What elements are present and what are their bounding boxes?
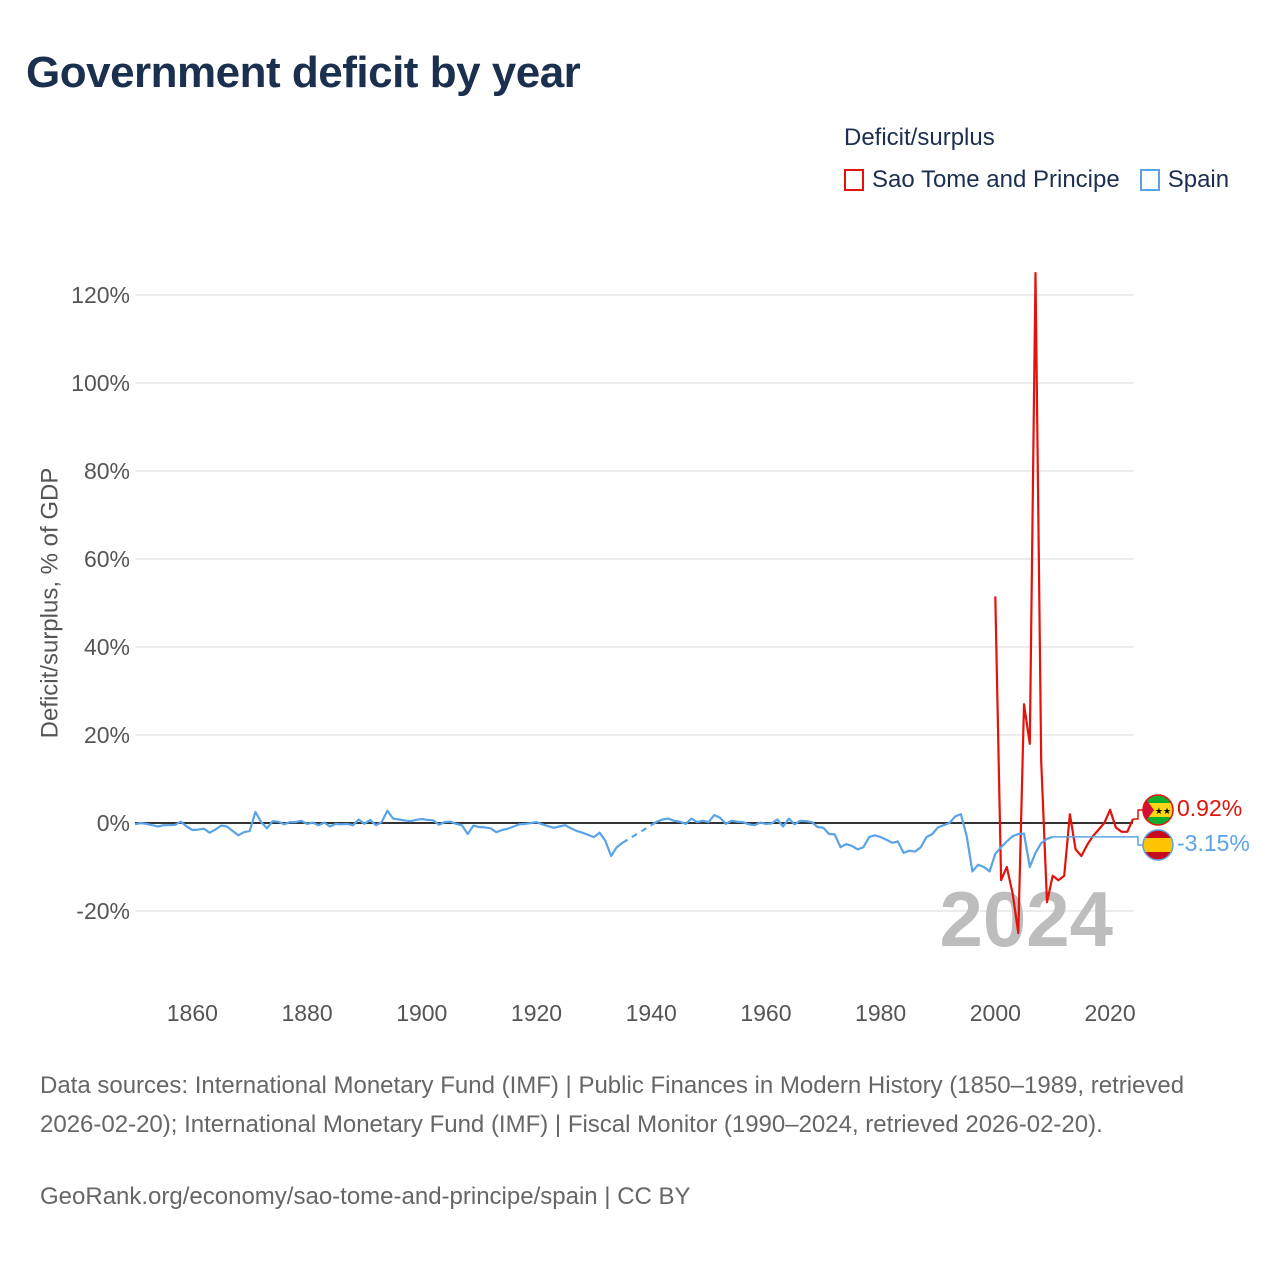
legend-item-sao-tome[interactable]: Sao Tome and Principe [844,166,1120,194]
y-tick-label: 0% [97,810,130,836]
y-tick-label: 80% [84,458,130,484]
end-connector-sao-tome-and-principe [1133,809,1143,820]
y-axis-ticks: 120% 100% 80% 60% 40% 20% 0% -20% [71,282,130,924]
legend-label-spain: Spain [1167,166,1230,193]
series-gap-spain [621,824,652,844]
series-lines [134,271,1143,935]
y-tick-label: 40% [84,634,130,660]
x-tick-label: 1900 [396,1000,447,1026]
svg-text:★★: ★★ [1155,806,1171,816]
spain-flag-icon [1142,829,1174,861]
grid-lines [135,294,1133,912]
x-tick-label: 2020 [1084,1000,1135,1026]
x-tick-label: 2000 [970,1000,1021,1026]
legend-swatch-sao-tome [844,169,864,191]
x-tick-label: 1940 [626,1000,677,1026]
spain-end-value: -3.15% [1177,830,1250,856]
x-axis-ticks: 1860 1880 1900 1920 1940 1960 1980 2000 2020 [167,1000,1136,1026]
line-chart: 120%100%80%60%40%20%0%-20% 1860 1880 1900 1… [36,271,1250,1026]
legend: Sao Tome and Principe Spain [844,166,1229,194]
y-axis-label: Deficit/surplus, % of GDP [36,468,63,739]
y-tick-label: -20% [76,898,130,924]
sao-tome-flag-icon: ★★ [1142,794,1174,826]
x-tick-label: 1960 [740,1000,791,1026]
legend-swatch-spain [1139,169,1160,191]
x-tick-label: 1980 [855,1000,906,1026]
y-tick-label: 60% [84,546,130,572]
credit-link[interactable]: GeoRank.org/economy/sao-tome-and-princip… [40,1183,691,1210]
chart-title: Government deficit by year [26,48,581,97]
data-sources: Data sources: International Monetary Fun… [40,1072,1185,1138]
series-line-spain [650,813,1054,873]
legend-title: Deficit/surplus [844,124,995,151]
year-watermark: 2024 [939,875,1113,963]
y-tick-label: 120% [71,282,130,308]
legend-label-sao-tome: Sao Tome and Principe [872,166,1120,193]
end-connector-spain [1052,836,1143,846]
y-tick-label: 20% [84,722,130,748]
sao-tome-end-value: 0.92% [1177,795,1242,821]
y-tick-label: 100% [71,370,130,396]
legend-item-spain[interactable]: Spain [1139,166,1230,194]
x-tick-label: 1860 [167,1000,218,1026]
series-line-spain [134,809,624,858]
x-tick-label: 1920 [511,1000,562,1026]
x-tick-label: 1880 [281,1000,332,1026]
series-line-sao-tome-and-principe [994,271,1135,935]
